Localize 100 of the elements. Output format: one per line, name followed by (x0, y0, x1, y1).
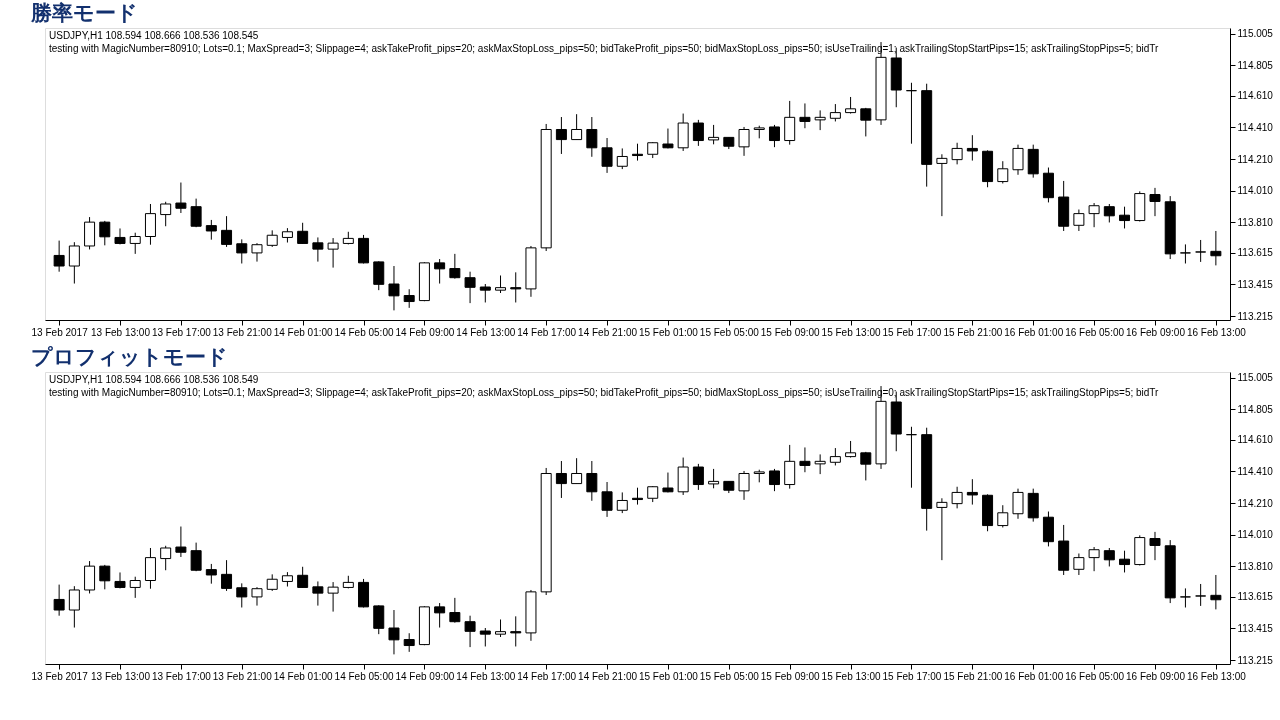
candlestick (905, 426, 917, 489)
candlestick (1179, 587, 1191, 608)
candlestick (738, 470, 750, 501)
candlestick (479, 627, 491, 647)
candlestick (129, 232, 141, 255)
candlestick (114, 227, 126, 245)
candlestick (403, 288, 415, 309)
y-tick-label: 113.615 (1237, 591, 1274, 603)
y-tick-label: 115.005 (1237, 372, 1274, 384)
candlestick (175, 526, 187, 558)
candlestick (434, 602, 446, 629)
x-tick-label: 15 Feb 13:00 (821, 326, 881, 338)
x-tick-label: 16 Feb 13:00 (1186, 326, 1247, 338)
candlestick (1103, 203, 1115, 223)
candlestick (814, 109, 826, 131)
candlestick (312, 580, 324, 607)
candlestick (99, 220, 111, 246)
x-tick-label: 15 Feb 01:00 (638, 670, 699, 682)
candlestick (814, 453, 826, 475)
chart-subtitle: USDJPY,H1 108.594 108.666 108.536 108.549 (49, 374, 259, 385)
candlestick (327, 237, 339, 269)
x-tick-label: 13 Feb 17:00 (151, 670, 212, 682)
y-tick-label: 114.010 (1237, 529, 1274, 541)
x-tick-label: 16 Feb 05:00 (1065, 326, 1125, 338)
candlestick (1210, 574, 1222, 610)
candlestick (784, 444, 796, 490)
candlestick (799, 446, 811, 473)
candlestick (175, 182, 187, 214)
candlestick (160, 545, 172, 571)
candlestick (449, 597, 461, 624)
candlestick (68, 585, 80, 629)
candlestick (479, 283, 491, 303)
candlestick (555, 460, 567, 499)
candlestick (1119, 550, 1131, 573)
candlestick (84, 560, 96, 594)
candlestick (936, 497, 948, 561)
candlestick (997, 504, 1009, 528)
candlestick (997, 160, 1009, 184)
x-tick-label: 16 Feb 09:00 (1126, 670, 1186, 682)
x-tick-label: 14 Feb 21:00 (578, 326, 638, 338)
candlestick (327, 581, 339, 613)
candlestick (205, 219, 217, 241)
candlestick (738, 126, 750, 157)
y-tick-label: 114.210 (1237, 497, 1274, 509)
candlestick (190, 542, 202, 572)
candlestick (936, 153, 948, 217)
candlestick (236, 582, 248, 608)
candlestick (966, 478, 978, 506)
candlestick (205, 563, 217, 585)
x-tick-label: 13 Feb 17:00 (151, 326, 212, 338)
candlestick (1119, 206, 1131, 229)
chart-title: プロフィットモード (31, 345, 229, 368)
candlestick (555, 116, 567, 155)
candlestick (434, 258, 446, 285)
candlestick (1210, 230, 1222, 266)
candlestick (708, 468, 720, 489)
annotation: testing with MagicNumber=80910; Lots=0.1; MaxSpread=3; Slippage=4; askTakeProfit_pips=20; askMaxStopLoss_pips=50; bidTakeProfit_pips=50; bidMaxStopLoss_pips=50; isUseTrailing=0; askTrailingStopStartPips=15; askTrailingStopPips=5; bidTr (49, 387, 1160, 398)
x-tick-label: 14 Feb 05:00 (334, 670, 394, 682)
candlestick (784, 100, 796, 146)
x-tick-label: 14 Feb 01:00 (273, 670, 334, 682)
chart-subtitle: USDJPY,H1 108.594 108.666 108.536 108.545 (49, 30, 259, 41)
x-tick-label: 14 Feb 21:00 (578, 670, 638, 682)
x-tick-label: 15 Feb 17:00 (882, 326, 942, 338)
y-tick-label: 113.810 (1237, 560, 1274, 572)
candlestick (221, 559, 233, 592)
candlestick (768, 468, 780, 492)
candlestick (768, 124, 780, 148)
candlestick (571, 457, 583, 485)
chart-title: 勝率モード (30, 1, 139, 24)
x-tick-label: 16 Feb 01:00 (1004, 326, 1064, 338)
x-tick-label: 15 Feb 09:00 (760, 326, 821, 338)
candlestick (99, 564, 111, 590)
candlestick (616, 491, 628, 514)
candlestick (1149, 187, 1161, 217)
candlestick (1179, 243, 1191, 264)
y-tick-label: 113.215 (1237, 654, 1274, 666)
y-tick-label: 113.615 (1237, 247, 1274, 259)
candlestick (708, 124, 720, 145)
x-tick-label: 15 Feb 17:00 (882, 670, 942, 682)
x-tick-label: 13 Feb 21:00 (212, 326, 273, 338)
candlestick (601, 481, 613, 518)
candlestick (586, 460, 598, 502)
x-tick-label: 14 Feb 13:00 (456, 326, 516, 338)
x-tick-label: 14 Feb 09:00 (395, 670, 455, 682)
candlestick (692, 463, 704, 491)
candlestick (571, 113, 583, 141)
candlestick (586, 116, 598, 158)
y-tick-label: 113.810 (1237, 216, 1274, 228)
x-tick-label: 15 Feb 09:00 (760, 670, 821, 682)
y-tick-label: 113.415 (1237, 278, 1274, 290)
y-tick-label: 114.805 (1237, 403, 1274, 415)
candlestick (53, 584, 65, 617)
candlestick (144, 203, 156, 246)
candlestick (160, 201, 172, 227)
y-tick-label: 114.210 (1237, 153, 1274, 165)
y-tick-label: 114.805 (1237, 59, 1274, 71)
candlestick (373, 260, 385, 291)
x-tick-label: 15 Feb 21:00 (943, 326, 1003, 338)
candlestick (403, 632, 415, 653)
x-tick-label: 15 Feb 13:00 (821, 670, 881, 682)
